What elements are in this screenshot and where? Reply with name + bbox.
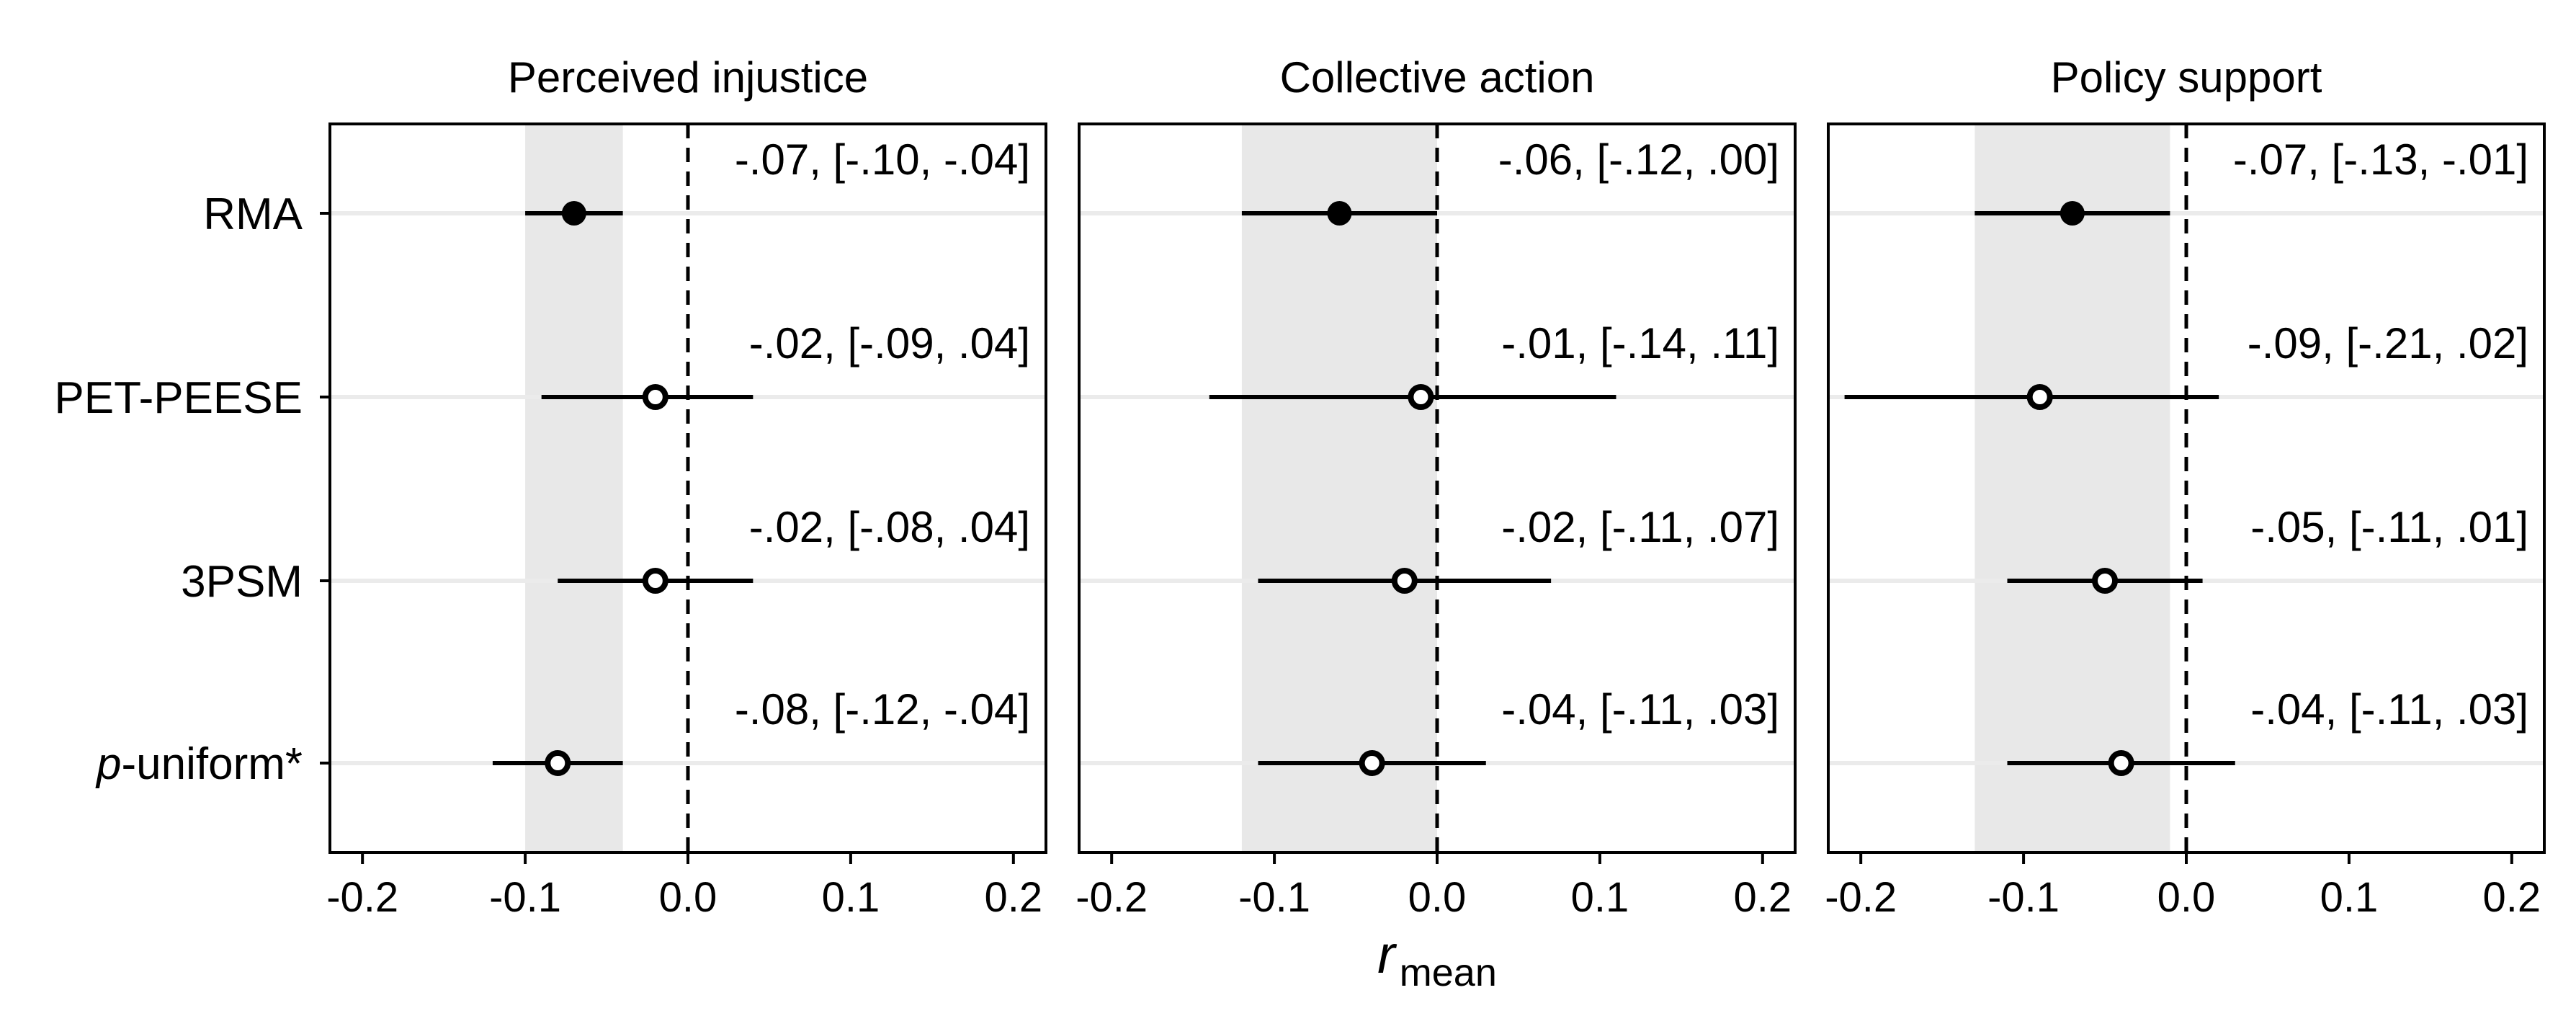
x-tick-label: 0.1 xyxy=(1571,874,1629,921)
panel-title: Policy support xyxy=(2051,53,2322,102)
x-tick-label: -0.1 xyxy=(1238,874,1310,921)
panel-title: Collective action xyxy=(1280,53,1595,102)
shaded-band xyxy=(1975,124,2170,852)
point-estimate xyxy=(2026,384,2053,410)
estimate-label: -.08, [-.12, -.04] xyxy=(735,685,1030,734)
estimate-label: -.09, [-.21, .02] xyxy=(2248,319,2528,367)
x-axis-label-main: r xyxy=(1377,924,1397,984)
estimate-label: -.04, [-.11, .03] xyxy=(1501,685,1779,734)
y-label-text: PET-PEESE xyxy=(54,373,303,423)
x-tick-label: 0.2 xyxy=(1733,874,1792,921)
shaded-band xyxy=(1241,124,1437,852)
y-axis-label-4: p-uniform* xyxy=(95,739,303,789)
x-tick-label: 0.0 xyxy=(659,874,717,921)
point-estimate xyxy=(642,568,668,594)
x-tick-label: 0.1 xyxy=(822,874,880,921)
x-tick-label: -0.1 xyxy=(1987,874,2060,921)
panels-layer: -.07, [-.10, -.04] -.02, [-.09, .04] -.02,… xyxy=(326,53,2546,921)
x-tick-label: 0.0 xyxy=(2157,874,2216,921)
x-tick-label: 0.2 xyxy=(2482,874,2541,921)
y-label-text: RMA xyxy=(203,190,303,239)
estimate-label: -.02, [-.09, .04] xyxy=(749,319,1030,367)
estimate-label: -.07, [-.10, -.04] xyxy=(735,135,1030,184)
estimate-label: -.02, [-.11, .07] xyxy=(1501,503,1779,551)
y-axis-label-1: RMA xyxy=(203,190,303,239)
y-label-text: 3PSM xyxy=(181,557,303,607)
estimate-label: -.07, [-.13, -.01] xyxy=(2233,135,2528,184)
point-estimate xyxy=(1391,568,1418,594)
y-label-italic-part: p xyxy=(95,739,121,789)
estimate-label: -.04, [-.11, .03] xyxy=(2250,685,2528,734)
panel-3: -.07, [-.13, -.01] -.09, [-.21, .02] -.05,… xyxy=(1825,53,2546,921)
estimate-label: -.02, [-.08, .04] xyxy=(749,503,1030,551)
x-axis-label-sub: mean xyxy=(1400,951,1497,994)
estimate-label: -.01, [-.14, .11] xyxy=(1501,319,1779,367)
x-tick-label: -0.1 xyxy=(489,874,561,921)
point-estimate xyxy=(642,384,668,410)
y-axis-labels: RMA PET-PEESE 3PSM p-uniform* xyxy=(54,190,330,789)
point-estimate xyxy=(561,201,586,226)
point-estimate xyxy=(2092,568,2119,594)
shaded-band xyxy=(525,124,623,852)
point-estimate xyxy=(545,750,571,776)
y-axis-label-2: PET-PEESE xyxy=(54,373,303,423)
panel-title: Perceived injustice xyxy=(508,53,868,102)
x-tick-label: -0.2 xyxy=(326,874,398,921)
x-tick-label: 0.0 xyxy=(1408,874,1467,921)
point-estimate xyxy=(2108,750,2134,776)
point-estimate xyxy=(1327,201,1352,226)
point-estimate xyxy=(1408,384,1434,410)
estimate-label: -.06, [-.12, .00] xyxy=(1498,135,1779,184)
estimate-label: -.05, [-.11, .01] xyxy=(2250,503,2528,551)
point-estimate xyxy=(1359,750,1385,776)
panel-1: -.07, [-.10, -.04] -.02, [-.09, .04] -.02,… xyxy=(326,53,1047,921)
point-estimate xyxy=(2060,201,2085,226)
x-axis-label: r mean xyxy=(1377,924,1497,994)
y-axis-label-3: 3PSM xyxy=(181,557,303,607)
x-tick-label: 0.1 xyxy=(2320,874,2379,921)
panel-2: -.06, [-.12, .00] -.01, [-.14, .11] -.02, … xyxy=(1075,53,1797,921)
y-label-text: -uniform* xyxy=(121,739,303,789)
x-tick-label: -0.2 xyxy=(1825,874,1897,921)
x-tick-label: 0.2 xyxy=(984,874,1042,921)
x-tick-label: -0.2 xyxy=(1075,874,1148,921)
